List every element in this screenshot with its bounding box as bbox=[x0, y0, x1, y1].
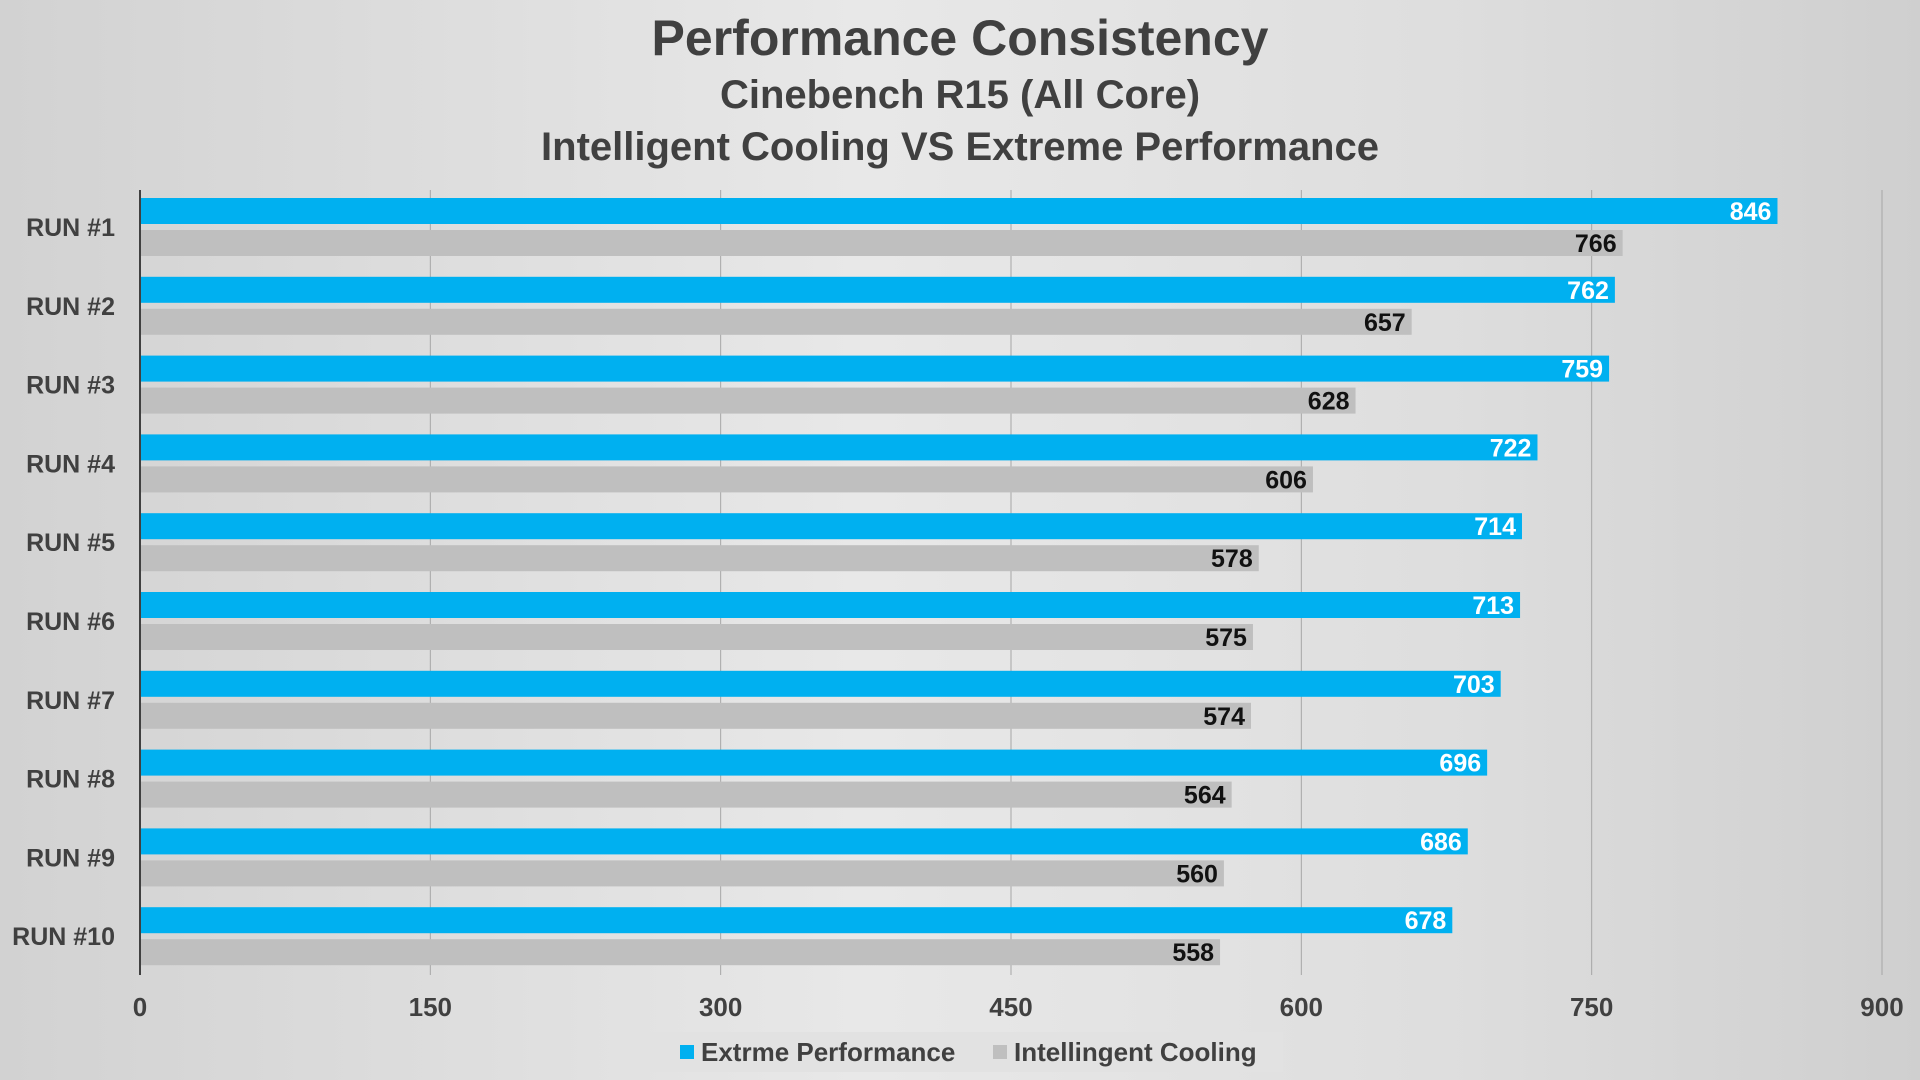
data-label: 575 bbox=[1205, 624, 1247, 652]
bar-extreme-performance bbox=[140, 749, 1488, 776]
category-label: RUN #4 bbox=[26, 450, 115, 478]
bar-intelligent-cooling bbox=[140, 308, 1412, 335]
data-label: 560 bbox=[1176, 860, 1218, 888]
data-label: 578 bbox=[1211, 545, 1253, 573]
data-label: 558 bbox=[1172, 939, 1214, 967]
legend-swatch bbox=[680, 1045, 694, 1059]
category-label: RUN #1 bbox=[26, 214, 115, 242]
legend-swatch bbox=[993, 1045, 1007, 1059]
category-label: RUN #2 bbox=[26, 293, 115, 321]
bar-intelligent-cooling bbox=[140, 624, 1253, 650]
legend-label: Intellingent Cooling bbox=[1014, 1037, 1257, 1067]
data-label: 678 bbox=[1405, 907, 1447, 935]
category-label: RUN #10 bbox=[12, 923, 115, 951]
bar-extreme-performance bbox=[140, 670, 1501, 697]
category-label: RUN #7 bbox=[26, 687, 115, 715]
data-label: 657 bbox=[1364, 309, 1406, 337]
bar-intelligent-cooling bbox=[140, 781, 1232, 808]
bar-intelligent-cooling bbox=[140, 466, 1313, 493]
data-label: 628 bbox=[1308, 388, 1350, 416]
bar-extreme-performance bbox=[140, 198, 1778, 224]
data-label: 766 bbox=[1575, 230, 1617, 258]
category-label: RUN #8 bbox=[26, 766, 115, 794]
data-label: 564 bbox=[1184, 782, 1226, 810]
x-tick-label: 0 bbox=[133, 992, 147, 1022]
bar-intelligent-cooling bbox=[140, 702, 1252, 729]
bar-intelligent-cooling bbox=[140, 545, 1259, 572]
bar-intelligent-cooling bbox=[140, 939, 1221, 966]
x-tick-label: 450 bbox=[989, 992, 1032, 1022]
x-tick-label: 900 bbox=[1860, 992, 1903, 1022]
data-label: 696 bbox=[1439, 750, 1481, 778]
bar-extreme-performance bbox=[140, 907, 1453, 934]
x-tick-label: 600 bbox=[1280, 992, 1323, 1022]
data-label: 703 bbox=[1453, 671, 1495, 699]
category-label: RUN #3 bbox=[26, 372, 115, 400]
category-label: RUN #5 bbox=[26, 529, 115, 557]
legend-label: Extrme Performance bbox=[701, 1037, 955, 1067]
bar-extreme-performance bbox=[140, 355, 1610, 382]
bar-extreme-performance bbox=[140, 276, 1615, 303]
legend-box bbox=[636, 1032, 1283, 1072]
data-label: 846 bbox=[1730, 198, 1772, 226]
x-tick-label: 150 bbox=[409, 992, 452, 1022]
data-label: 714 bbox=[1474, 513, 1516, 541]
bar-intelligent-cooling bbox=[140, 230, 1623, 256]
category-label: RUN #6 bbox=[26, 608, 115, 636]
bar-intelligent-cooling bbox=[140, 860, 1224, 887]
data-label: 762 bbox=[1567, 277, 1609, 305]
chart-subtitle-2: Intelligent Cooling VS Extreme Performan… bbox=[541, 125, 1379, 169]
bar-extreme-performance bbox=[140, 828, 1468, 855]
data-label: 759 bbox=[1561, 356, 1603, 384]
bar-intelligent-cooling bbox=[140, 387, 1356, 414]
bar-extreme-performance bbox=[140, 592, 1521, 618]
data-label: 722 bbox=[1490, 434, 1532, 462]
category-label: RUN #9 bbox=[26, 844, 115, 872]
x-tick-label: 750 bbox=[1570, 992, 1613, 1022]
data-label: 574 bbox=[1203, 703, 1245, 731]
data-label: 713 bbox=[1472, 592, 1514, 620]
x-tick-label: 300 bbox=[699, 992, 742, 1022]
chart-subtitle: Cinebench R15 (All Core) bbox=[720, 73, 1200, 117]
bar-extreme-performance bbox=[140, 434, 1538, 461]
chart-title: Performance Consistency bbox=[652, 10, 1269, 66]
data-label: 606 bbox=[1265, 466, 1307, 494]
data-label: 686 bbox=[1420, 828, 1462, 856]
bar-extreme-performance bbox=[140, 513, 1522, 540]
